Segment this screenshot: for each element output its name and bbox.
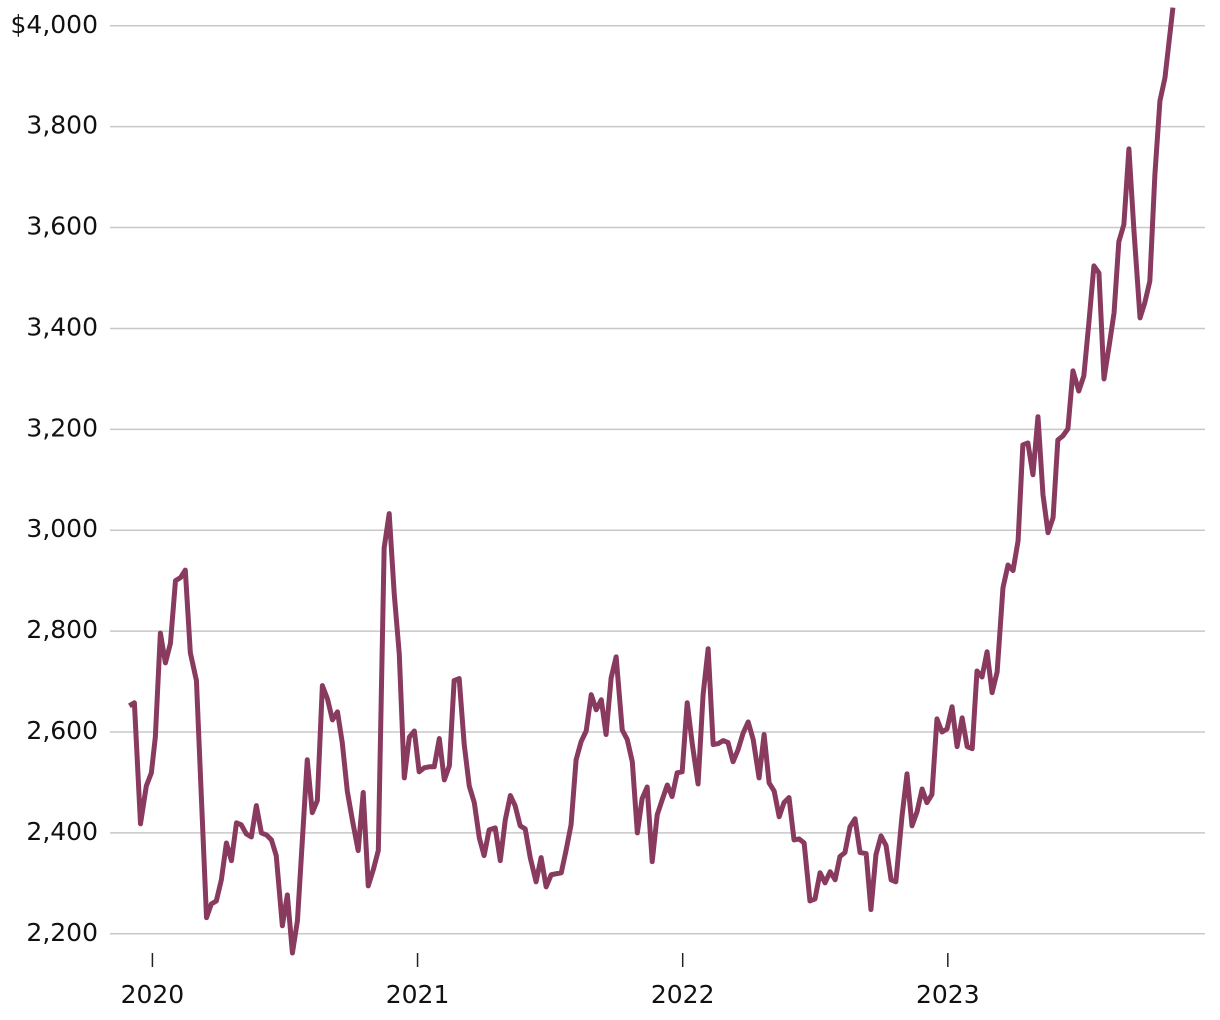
y-tick-label: 3,200 xyxy=(26,413,98,442)
price-line xyxy=(128,7,1176,956)
y-tick-label: 2,400 xyxy=(26,817,98,846)
y-tick-label: 2,200 xyxy=(26,918,98,947)
x-tick-label: 2022 xyxy=(651,980,715,1009)
y-tick-label: 3,800 xyxy=(26,111,98,140)
y-tick-label: 2,800 xyxy=(26,615,98,644)
x-tick-label: 2021 xyxy=(386,980,450,1009)
y-tick-label: 3,400 xyxy=(26,312,98,341)
y-tick-label: 3,000 xyxy=(26,514,98,543)
x-tick-label: 2023 xyxy=(916,980,980,1009)
y-tick-label: 3,600 xyxy=(26,212,98,241)
x-tick-label: 2020 xyxy=(121,980,185,1009)
y-tick-label: 2,600 xyxy=(26,716,98,745)
y-tick-label: $4,000 xyxy=(11,10,98,39)
